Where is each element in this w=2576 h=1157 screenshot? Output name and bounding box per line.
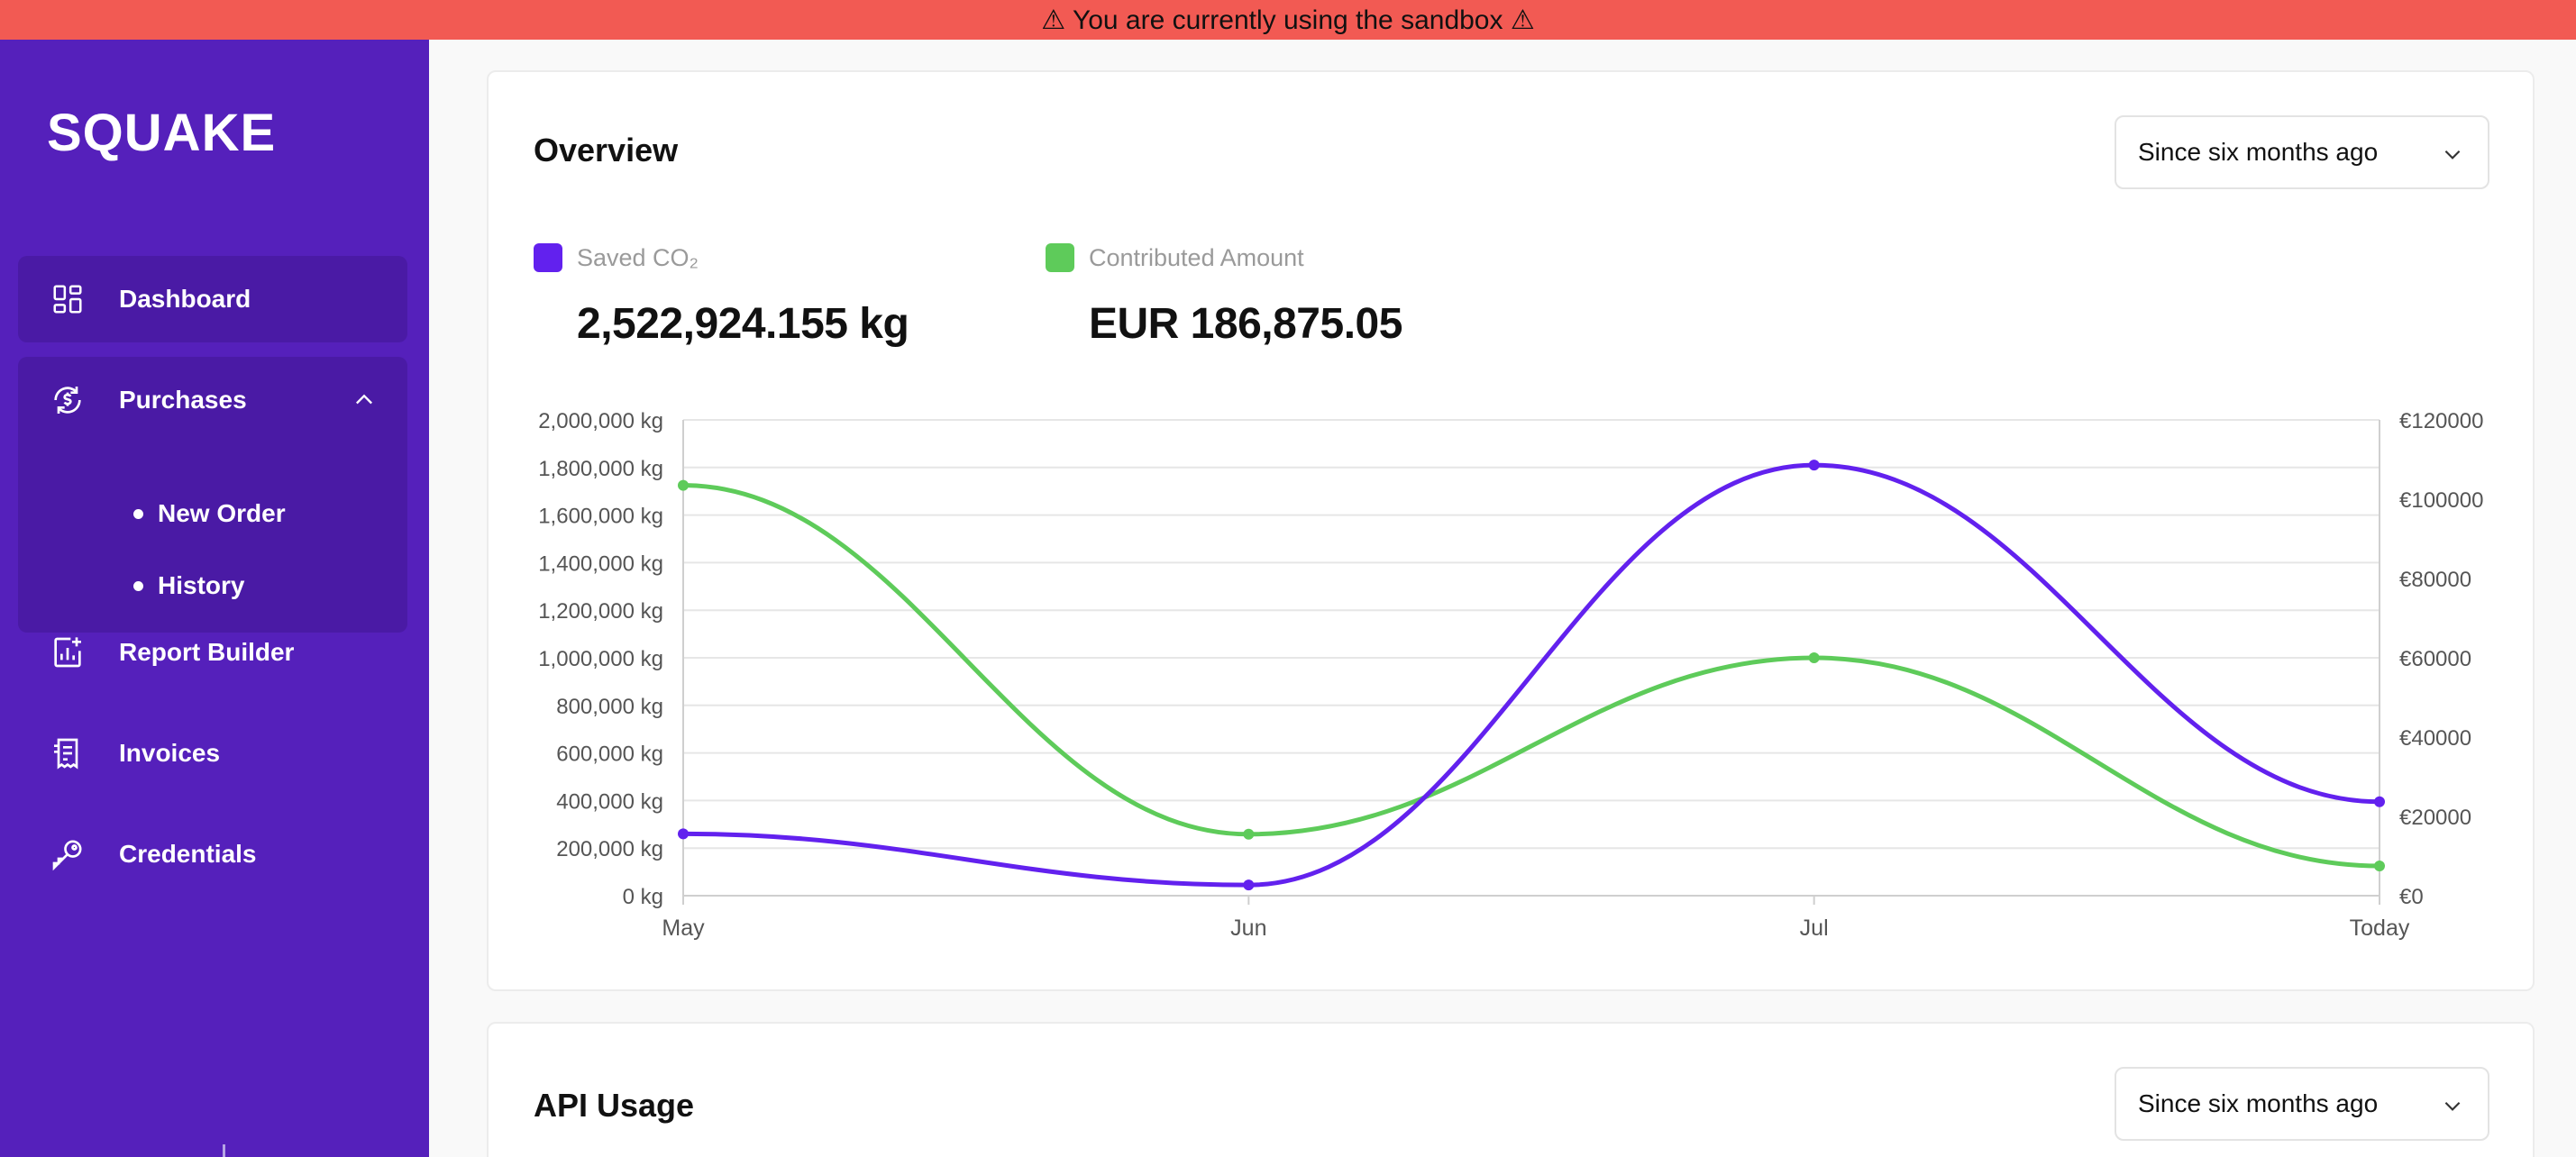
y-left-tick-label: 2,000,000 kg — [538, 409, 663, 433]
x-tick-label: Jul — [1800, 916, 1829, 941]
bullet-icon — [133, 508, 143, 519]
y-right-tick-label: €40000 — [2399, 726, 2471, 751]
x-tick-label: Today — [2350, 916, 2410, 941]
sidebar-item-label: Invoices — [119, 739, 221, 767]
y-left-tick-label: 1,600,000 kg — [538, 505, 663, 529]
sidebar-group-purchases: Purchases New Order History — [18, 357, 407, 633]
sidebar-subitem-new-order[interactable]: New Order — [133, 499, 286, 528]
sidebar-item-label: Dashboard — [119, 285, 251, 313]
y-left-tick-label: 1,400,000 kg — [538, 551, 663, 576]
scroll-indicator — [223, 1144, 225, 1157]
sidebar-item-dashboard[interactable]: Dashboard — [18, 256, 407, 342]
data-point-contributed-amount — [2374, 861, 2385, 871]
chevron-down-icon — [2441, 142, 2464, 172]
data-point-contributed-amount — [1243, 828, 1255, 840]
sidebar-item-label: Purchases — [119, 386, 247, 414]
chevron-down-icon — [2441, 1094, 2464, 1124]
sidebar-item-credentials[interactable]: Credentials — [18, 811, 407, 897]
y-right-tick-label: €60000 — [2399, 647, 2471, 671]
sidebar-subitem-label: New Order — [158, 499, 286, 527]
x-tick-label: Jun — [1230, 916, 1266, 941]
y-right-tick-label: €0 — [2399, 885, 2424, 909]
sidebar-item-label: Credentials — [119, 840, 257, 868]
y-right-tick-label: €20000 — [2399, 806, 2471, 830]
y-right-tick-label: €120000 — [2399, 409, 2483, 433]
y-left-tick-label: 800,000 kg — [556, 695, 663, 719]
sidebar-subitem-history[interactable]: History — [133, 571, 244, 600]
saved-co2-value: 2,522,924.155 kg — [577, 300, 909, 348]
purchases-icon — [49, 381, 87, 419]
sandbox-banner-text: ⚠ You are currently using the sandbox ⚠ — [1041, 5, 1535, 35]
y-right-tick-label: €100000 — [2399, 488, 2483, 513]
data-point-saved-co — [1808, 460, 1820, 471]
sidebar-subitem-label: History — [158, 571, 245, 599]
y-left-tick-label: 200,000 kg — [556, 837, 663, 861]
series-line-saved-co — [682, 462, 2380, 888]
y-left-tick-label: 400,000 kg — [556, 789, 663, 814]
bullet-icon — [133, 580, 143, 591]
logo[interactable]: SQUAKE — [47, 104, 277, 162]
api-usage-range-value: Since six months ago — [2138, 1089, 2379, 1117]
data-point-saved-co — [2374, 796, 2385, 807]
api-usage-card: API Usage Since six months ago — [487, 1022, 2535, 1157]
sidebar-item-label: Report Builder — [119, 638, 295, 666]
legend-swatch — [534, 243, 562, 272]
legend-swatch — [1046, 243, 1074, 272]
overview-title: Overview — [534, 132, 679, 169]
data-point-saved-co — [678, 828, 689, 840]
data-point-contributed-amount — [678, 479, 689, 491]
legend-label: Saved CO₂ — [577, 243, 699, 271]
legend-saved-co2[interactable]: Saved CO₂ — [534, 243, 699, 272]
sidebar-item-invoices[interactable]: Invoices — [18, 710, 407, 797]
data-point-saved-co — [1243, 879, 1255, 891]
sidebar-item-purchases[interactable]: Purchases — [18, 357, 407, 443]
y-left-tick-label: 1,200,000 kg — [538, 599, 663, 624]
report-builder-icon — [49, 633, 87, 671]
api-usage-title: API Usage — [534, 1087, 695, 1124]
y-left-tick-label: 1,800,000 kg — [538, 457, 663, 481]
overview-card: Overview Since six months ago Saved CO₂ … — [487, 70, 2535, 991]
chevron-up-icon[interactable] — [352, 387, 377, 419]
data-point-contributed-amount — [1808, 652, 1820, 663]
sidebar: SQUAKE Dashboard Purchases — [0, 40, 429, 1157]
y-right-tick-label: €80000 — [2399, 568, 2471, 592]
api-usage-range-select[interactable]: Since six months ago — [2115, 1067, 2489, 1141]
overview-range-value: Since six months ago — [2138, 138, 2379, 166]
overview-line-chart: 0 kg 200,000 kg 400,000 kg 600,000 kg 800,00… — [538, 409, 2483, 941]
invoices-icon — [49, 734, 87, 772]
legend-label: Contributed Amount — [1089, 243, 1304, 271]
dashboard-icon — [49, 280, 87, 318]
sandbox-banner: ⚠ You are currently using the sandbox ⚠ — [0, 0, 2576, 40]
key-icon — [49, 835, 87, 873]
sidebar-item-report-builder[interactable]: Report Builder — [18, 609, 407, 696]
series-line-contributed-amount — [682, 483, 2380, 869]
x-tick-label: May — [662, 916, 705, 941]
y-left-tick-label: 1,000,000 kg — [538, 647, 663, 671]
contributed-amount-value: EUR 186,875.05 — [1089, 300, 1402, 348]
y-left-tick-label: 0 kg — [623, 885, 663, 909]
legend-contributed-amount[interactable]: Contributed Amount — [1046, 243, 1304, 272]
y-left-tick-label: 600,000 kg — [556, 742, 663, 767]
overview-range-select[interactable]: Since six months ago — [2115, 115, 2489, 189]
